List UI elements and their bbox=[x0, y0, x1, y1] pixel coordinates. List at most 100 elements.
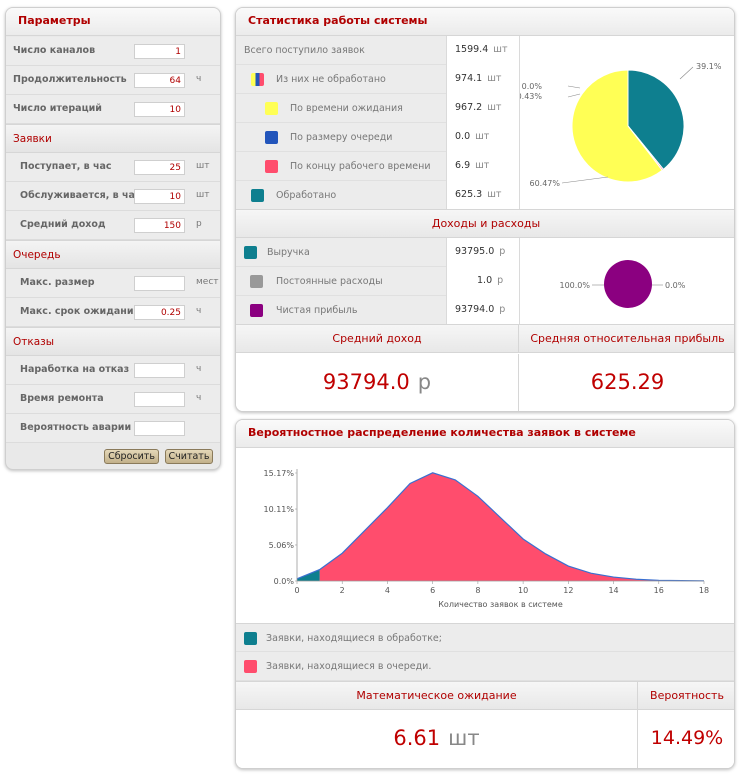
pie-slice bbox=[571, 69, 663, 183]
stat-label: Выручка bbox=[267, 247, 310, 258]
pink-square-icon bbox=[244, 660, 257, 673]
iterations-input[interactable] bbox=[134, 102, 185, 117]
avg-income-input[interactable] bbox=[134, 218, 185, 233]
stat-value: 6.9 шт bbox=[446, 152, 519, 181]
x-tick-label: 4 bbox=[385, 586, 390, 595]
stat-label: Из них не обработано bbox=[276, 74, 386, 85]
y-tick-label: 0.0% bbox=[274, 577, 295, 586]
x-tick-label: 0 bbox=[294, 586, 299, 595]
unit-label: р bbox=[196, 219, 202, 229]
param-row-max-wait: Макс. срок ожидания ч bbox=[6, 298, 220, 327]
income-pie-chart: 100.0% 0.0% bbox=[519, 238, 686, 325]
channels-input[interactable] bbox=[134, 44, 185, 59]
pie-slice-label: 0.43% bbox=[519, 92, 542, 101]
param-label: Поступает, в час bbox=[20, 161, 112, 172]
param-row-income: Средний доход р bbox=[6, 211, 220, 240]
pie-slice-label: 100.0% bbox=[559, 281, 590, 290]
x-tick-label: 14 bbox=[608, 586, 618, 595]
x-tick-label: 12 bbox=[563, 586, 573, 595]
stat-label: Чистая прибыль bbox=[276, 305, 358, 316]
param-label: Макс. срок ожидания bbox=[20, 306, 140, 317]
pie-label-line bbox=[567, 85, 581, 89]
max-wait-input[interactable] bbox=[134, 305, 185, 320]
param-label: Число каналов bbox=[13, 45, 96, 56]
income-section-header: Доходы и расходы bbox=[236, 209, 734, 238]
stat-value: 625.3 шт bbox=[446, 181, 519, 210]
pie-slice-label: 0.0% bbox=[665, 281, 686, 290]
x-tick-label: 8 bbox=[475, 586, 480, 595]
parameters-title: Параметры bbox=[6, 8, 220, 36]
repair-time-input[interactable] bbox=[134, 392, 185, 407]
distribution-line bbox=[296, 472, 705, 582]
stat-label: По времени ожидания bbox=[290, 103, 403, 114]
stat-value: 974.1 шт bbox=[446, 65, 519, 94]
y-tick-label: 5.06% bbox=[269, 541, 295, 550]
mtbf-input[interactable] bbox=[134, 363, 185, 378]
stat-value: 93795.0 р bbox=[446, 238, 519, 267]
stat-label: Постоянные расходы bbox=[276, 276, 383, 287]
service-rate-input[interactable] bbox=[134, 189, 185, 204]
unprocessed-pie-chart: 39.1% 0.0%0.43% 60.47% bbox=[519, 36, 722, 210]
stat-label: Всего поступило заявок bbox=[244, 45, 365, 56]
gray-square-icon bbox=[250, 275, 263, 288]
failures-section-header: Отказы bbox=[6, 327, 220, 356]
pie-slice bbox=[627, 69, 685, 171]
y-tick-label: 10.11% bbox=[263, 505, 294, 514]
legend-processing: Заявки, находящиеся в обработке; bbox=[236, 623, 734, 652]
distribution-panel: Вероятностное распределение количества з… bbox=[235, 419, 735, 769]
stat-value: 93794.0 р bbox=[446, 296, 519, 325]
stat-row-total: Всего поступило заявок 1599.4 шт bbox=[236, 36, 519, 65]
stat-value: 1599.4 шт bbox=[446, 36, 519, 65]
rel-profit-value: 625.29 bbox=[519, 354, 734, 411]
unit-label: ч bbox=[196, 74, 202, 84]
unit-label: шт bbox=[196, 190, 210, 200]
parameters-panel: Параметры Число каналов Продолжительност… bbox=[5, 7, 221, 470]
stat-row-fixed: Постоянные расходы 1.0 р bbox=[236, 267, 519, 296]
stat-row-profit: Чистая прибыль 93794.0 р bbox=[236, 296, 519, 325]
max-queue-size-input[interactable] bbox=[134, 276, 185, 291]
unit-label: ч bbox=[196, 393, 202, 403]
param-label: Вероятность аварии bbox=[20, 422, 132, 433]
param-row-repair: Время ремонта ч bbox=[6, 385, 220, 414]
param-row-channels: Число каналов bbox=[6, 37, 220, 66]
param-label: Обслуживается, в час bbox=[20, 190, 141, 201]
x-tick-label: 6 bbox=[430, 586, 435, 595]
requests-section-header: Заявки bbox=[6, 124, 220, 153]
legend-label: Заявки, находящиеся в очереди. bbox=[266, 661, 432, 672]
distribution-title: Вероятностное распределение количества з… bbox=[236, 420, 734, 448]
param-row-accident: Вероятность аварии bbox=[6, 414, 220, 443]
distribution-chart: 0.0% 5.06% 10.11% 15.17% 0 2 4 6 8 10 12 14 16 18 Коли… bbox=[263, 469, 709, 609]
param-row-max-size: Макс. размер мест bbox=[6, 269, 220, 298]
purple-square-icon bbox=[250, 304, 263, 317]
duration-input[interactable] bbox=[134, 73, 185, 88]
expectation-value: 6.61 шт bbox=[236, 710, 638, 768]
param-label: Время ремонта bbox=[20, 393, 104, 404]
param-row-arrival: Поступает, в час шт bbox=[6, 153, 220, 182]
unit-label: шт bbox=[196, 161, 210, 171]
param-row-iterations: Число итераций bbox=[6, 95, 220, 124]
multi-color-icon bbox=[251, 73, 264, 86]
unit-label: ч bbox=[196, 306, 202, 316]
probability-value: 14.49% bbox=[638, 710, 734, 768]
x-tick-label: 16 bbox=[654, 586, 664, 595]
stat-row-endtime: По концу рабочего времени 6.9 шт bbox=[236, 152, 519, 181]
stat-label: Обработано bbox=[276, 190, 337, 201]
calculate-button[interactable]: Считать bbox=[165, 449, 213, 464]
legend-queue: Заявки, находящиеся в очереди. bbox=[236, 652, 734, 681]
param-label: Макс. размер bbox=[20, 277, 95, 288]
pie-label-line bbox=[561, 176, 609, 184]
stat-row-queue: По размеру очереди 0.0 шт bbox=[236, 123, 519, 152]
stat-row-wait: По времени ожидания 967.2 шт bbox=[236, 94, 519, 123]
stat-value: 967.2 шт bbox=[446, 94, 519, 123]
expectation-header: Математическое ожидание bbox=[236, 681, 638, 710]
teal-square-icon bbox=[251, 189, 264, 202]
reset-button[interactable]: Сбросить bbox=[104, 449, 159, 464]
pink-square-icon bbox=[265, 160, 278, 173]
stat-label: По размеру очереди bbox=[290, 132, 393, 143]
queue-section-header: Очередь bbox=[6, 240, 220, 269]
blue-square-icon bbox=[265, 131, 278, 144]
stat-row-processed: Обработано 625.3 шт bbox=[236, 181, 519, 210]
arrival-rate-input[interactable] bbox=[134, 160, 185, 175]
x-tick-label: 10 bbox=[518, 586, 528, 595]
accident-probability-input[interactable] bbox=[134, 421, 185, 436]
